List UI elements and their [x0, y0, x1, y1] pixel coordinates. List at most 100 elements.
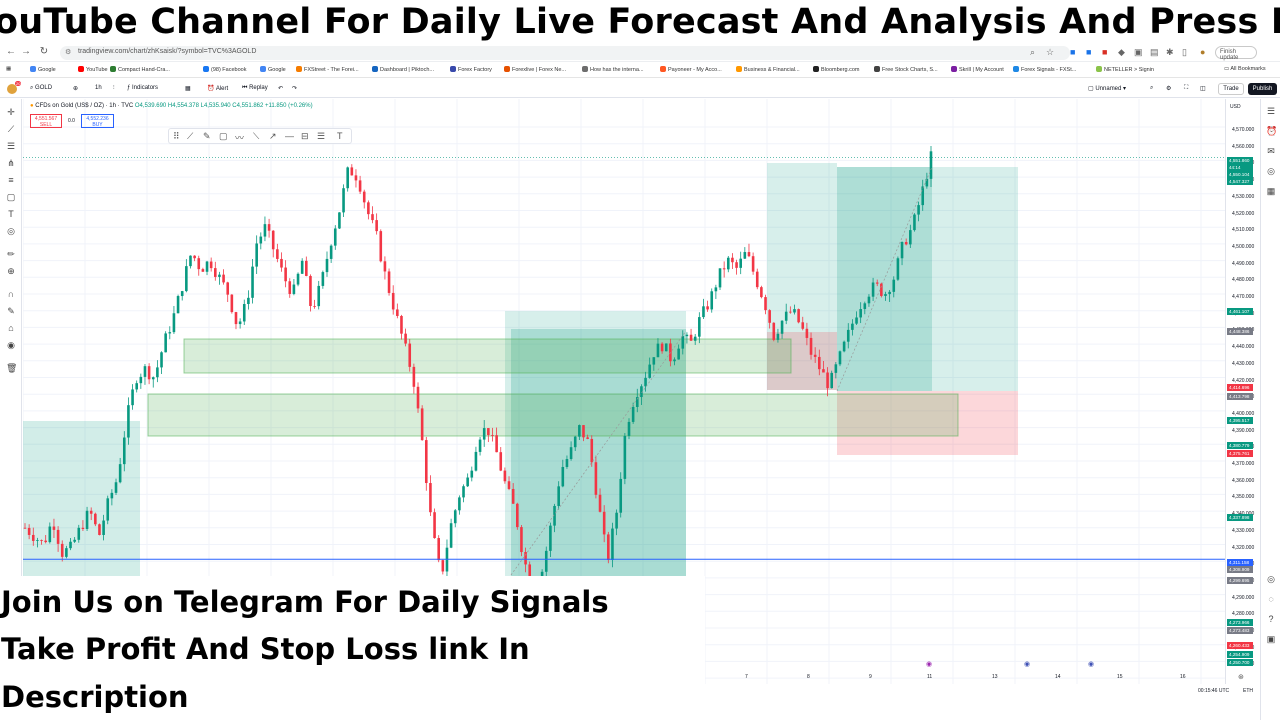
zoom-in-icon[interactable]: ⊕: [7, 266, 15, 276]
help-icon[interactable]: ?: [1268, 614, 1274, 624]
crosshair-icon[interactable]: ✛: [7, 107, 15, 117]
pitchfork-icon[interactable]: ⋔: [7, 158, 15, 168]
user-avatar[interactable]: [7, 84, 17, 94]
bookmark-item[interactable]: How has the interna...: [582, 66, 644, 73]
hotlist-icon[interactable]: ▣: [1266, 634, 1276, 644]
bookmark-item[interactable]: Payoneer - My Acco...: [660, 66, 722, 73]
watchlist-icon[interactable]: ☰: [1266, 106, 1276, 116]
notifications-icon[interactable]: ◌: [1268, 594, 1274, 604]
time-axis[interactable]: 7 8 9 11 13 14 15 16: [705, 670, 1225, 684]
text-icon[interactable]: T: [8, 209, 14, 219]
forward-icon[interactable]: →: [21, 46, 31, 57]
magnet-icon[interactable]: ∩: [7, 289, 15, 299]
pencil-icon[interactable]: ✎: [7, 306, 15, 316]
alert-button[interactable]: ⏰ Alert: [207, 85, 228, 92]
publish-button[interactable]: Publish: [1248, 83, 1277, 95]
extension-icon[interactable]: ■: [1070, 47, 1076, 57]
bookmark-item[interactable]: Google: [260, 66, 286, 73]
text-tool-icon[interactable]: T: [337, 131, 343, 141]
bookmark-item[interactable]: YouTube: [78, 66, 108, 73]
fullscreen-icon[interactable]: ⛶: [1184, 85, 1189, 91]
extension3-icon[interactable]: ■: [1102, 47, 1108, 57]
bookmark-item[interactable]: FXStreet - The Forei...: [296, 66, 359, 73]
uk-flag-icon[interactable]: ◉: [1024, 661, 1031, 668]
patterns-icon[interactable]: ◎: [7, 226, 15, 236]
extension4-icon[interactable]: ◆: [1118, 47, 1125, 57]
bar-style-icon[interactable]: ⫶: [113, 85, 115, 91]
search-chart-icon[interactable]: ⌕: [1150, 85, 1154, 91]
session-label[interactable]: ETH: [1243, 688, 1253, 694]
calendar-icon[interactable]: ▦: [1266, 186, 1276, 196]
sell-button[interactable]: 4,551.567 SELL: [30, 114, 62, 128]
camera-icon[interactable]: ◫: [1200, 86, 1206, 92]
all-bookmarks-button[interactable]: ▭ All Bookmarks: [1224, 66, 1266, 72]
ray-icon[interactable]: ↗: [269, 131, 277, 141]
trendline-icon[interactable]: ⟋: [187, 131, 194, 141]
rectangle-icon[interactable]: ▢: [219, 131, 228, 141]
bookmark-item[interactable]: Bloomberg.com: [813, 66, 860, 73]
bookmark-item[interactable]: Compact Hand-Cra...: [110, 66, 170, 73]
timezone-icon[interactable]: ⊛: [1238, 674, 1244, 681]
compare-icon[interactable]: ⊕: [73, 86, 79, 92]
extension5-icon[interactable]: ▣: [1134, 47, 1143, 57]
sidepanel-icon[interactable]: ▯: [1182, 47, 1187, 57]
path-icon[interactable]: 〰: [235, 133, 245, 143]
replay-button[interactable]: ⏮ Replay: [242, 85, 268, 92]
bookmark-item[interactable]: Skrill | My Account: [951, 66, 1004, 73]
buy-button[interactable]: 4,552.236 BUY: [81, 114, 114, 128]
chat-icon[interactable]: ✉: [1267, 146, 1275, 156]
back-icon[interactable]: ←: [6, 46, 16, 57]
measure-icon[interactable]: ⊟: [301, 131, 309, 141]
us-flag-icon[interactable]: ◉: [1088, 661, 1095, 668]
apps-icon[interactable]: ▦: [6, 66, 12, 72]
bookmark-item[interactable]: Forex Signals - FXSt...: [1013, 66, 1076, 73]
bookmark-item[interactable]: Forex Factory: [450, 66, 492, 73]
bookmark-item[interactable]: Forexlive | Forex Ne...: [504, 66, 566, 73]
indicators-button[interactable]: ƒ Indicators: [127, 85, 158, 91]
ideas-icon[interactable]: ◎: [1267, 574, 1275, 584]
profile-icon[interactable]: ●: [1200, 47, 1206, 57]
price-scale[interactable]: USD 4,570.0004,560.0004,550.0004,540.000…: [1225, 99, 1260, 684]
bookmark-item[interactable]: Dashboard | Piktoch...: [372, 66, 434, 73]
settings-icon[interactable]: ⚙: [1166, 86, 1172, 92]
target-icon[interactable]: ◎: [1267, 166, 1275, 176]
bookmark-item[interactable]: Free Stock Charts, S...: [874, 66, 938, 73]
chart-area[interactable]: [23, 99, 1225, 684]
brush-icon[interactable]: ✎: [203, 131, 211, 141]
drag-handle-icon[interactable]: ⠿: [173, 131, 180, 141]
templates-icon[interactable]: ▦: [185, 86, 191, 92]
puzzle-icon[interactable]: ✱: [1166, 47, 1174, 57]
extension6-icon[interactable]: ▤: [1150, 47, 1159, 57]
trend-line-icon[interactable]: ⟋: [7, 124, 15, 134]
interval-button[interactable]: 1h: [95, 85, 102, 91]
hline-icon[interactable]: —: [285, 131, 294, 141]
alerts-icon[interactable]: ⏰: [1266, 126, 1278, 136]
symbol-search[interactable]: ⌕ GOLD: [30, 85, 52, 92]
horizontal-lines-icon[interactable]: ☰: [6, 141, 16, 151]
fib-icon[interactable]: ☰: [317, 131, 326, 141]
event-flag-icon[interactable]: ◉: [926, 661, 933, 668]
finish-update-button[interactable]: Finish update: [1215, 46, 1257, 61]
line-tool-icon[interactable]: ⟍: [253, 131, 260, 141]
layout-name[interactable]: ▢ Unnamed ▾: [1088, 86, 1127, 92]
bookmark-item[interactable]: Google: [30, 66, 56, 73]
clock[interactable]: 00:15:46 UTC: [1198, 688, 1230, 694]
star-icon[interactable]: ☆: [1046, 47, 1055, 57]
trash-icon[interactable]: 🗑: [6, 363, 18, 373]
url-input[interactable]: ⚙ tradingview.com/chart/zhKsaisk/?symbol…: [60, 46, 1070, 60]
lock-drawings-icon[interactable]: ⌂: [8, 323, 14, 333]
chart-svg[interactable]: [23, 99, 1225, 684]
shapes-icon[interactable]: ▢: [6, 192, 16, 202]
fib-retracement-icon[interactable]: ≡: [8, 175, 14, 185]
trade-button[interactable]: Trade: [1218, 83, 1244, 95]
eye-icon[interactable]: ◉: [7, 340, 15, 350]
bookmark-item[interactable]: Business & Financial...: [736, 66, 800, 73]
extension2-icon[interactable]: ■: [1086, 47, 1092, 57]
redo-icon[interactable]: ↷: [292, 86, 298, 92]
bookmark-item[interactable]: NETELLER > Signin: [1096, 66, 1154, 73]
ruler-icon[interactable]: ✏: [7, 249, 15, 259]
reload-icon[interactable]: ↻: [39, 46, 49, 57]
undo-icon[interactable]: ↶: [278, 86, 284, 92]
bookmark-item[interactable]: (98) Facebook: [203, 66, 246, 73]
zoom-icon[interactable]: ⌕: [1030, 47, 1036, 57]
